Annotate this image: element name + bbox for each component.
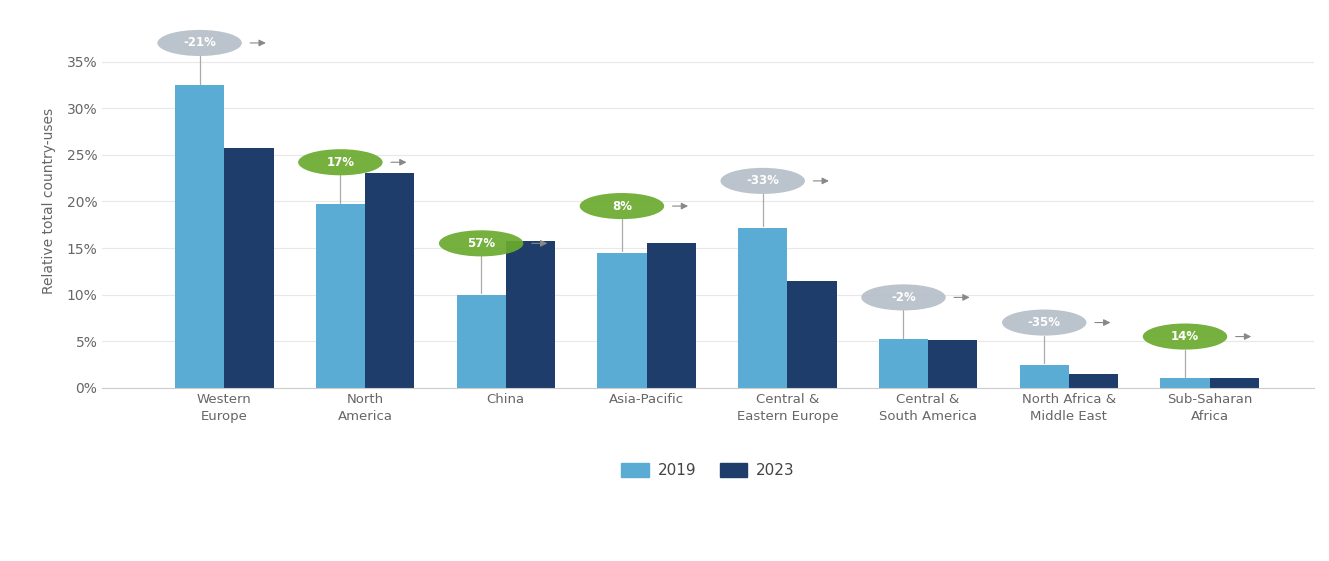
Ellipse shape <box>439 231 524 256</box>
Legend: 2019, 2023: 2019, 2023 <box>615 457 801 485</box>
Ellipse shape <box>1143 324 1227 350</box>
Text: 57%: 57% <box>466 237 496 250</box>
Text: 8%: 8% <box>611 200 631 213</box>
Text: -33%: -33% <box>747 174 779 187</box>
Text: -35%: -35% <box>1027 316 1061 329</box>
Y-axis label: Relative total country-uses: Relative total country-uses <box>41 108 56 295</box>
Bar <box>928 341 977 388</box>
Ellipse shape <box>861 284 946 310</box>
Bar <box>506 241 556 388</box>
Bar <box>1069 374 1118 388</box>
Bar <box>225 148 274 388</box>
Bar <box>1209 378 1259 388</box>
Ellipse shape <box>298 149 383 175</box>
Bar <box>787 280 837 388</box>
Text: -21%: -21% <box>183 36 217 49</box>
Bar <box>878 339 928 388</box>
Text: 14%: 14% <box>1171 330 1199 343</box>
Ellipse shape <box>579 193 664 219</box>
Bar <box>1160 379 1209 388</box>
Bar <box>1019 365 1069 388</box>
Ellipse shape <box>1002 310 1087 335</box>
Bar <box>738 228 787 388</box>
Bar <box>457 295 506 388</box>
Bar <box>365 173 415 388</box>
Bar <box>175 85 225 388</box>
Ellipse shape <box>720 168 805 194</box>
Ellipse shape <box>157 30 242 56</box>
Bar <box>597 252 647 388</box>
Text: 17%: 17% <box>327 156 355 169</box>
Text: -2%: -2% <box>892 291 916 304</box>
Bar <box>647 243 696 388</box>
Bar <box>316 204 365 388</box>
